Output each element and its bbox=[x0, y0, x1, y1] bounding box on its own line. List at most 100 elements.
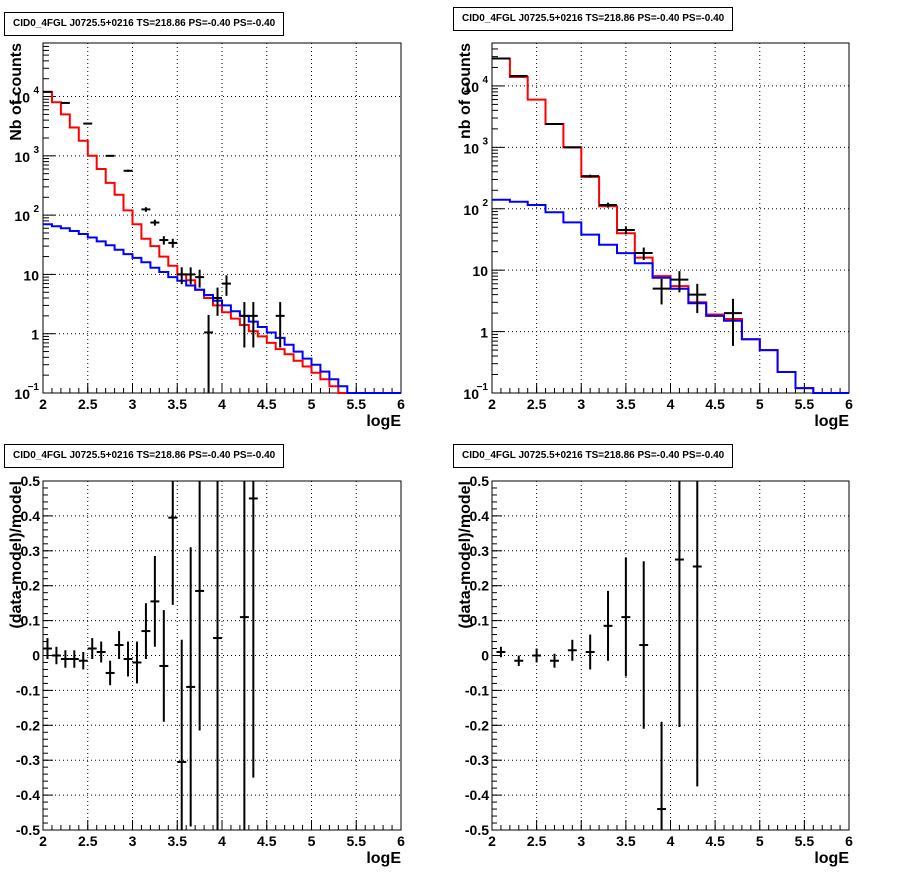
x-axis-label: logE bbox=[814, 413, 849, 430]
data-point bbox=[141, 207, 151, 212]
data-point bbox=[692, 481, 702, 787]
y-tick-label: 0.4 bbox=[470, 508, 490, 524]
data-point bbox=[239, 302, 249, 348]
data-point bbox=[150, 556, 160, 647]
y-tick-label: 0.3 bbox=[470, 543, 490, 559]
y-tick-label: 10 bbox=[463, 386, 479, 402]
panel-title-top-right: CID0_4FGL J0725.5+0216 TS=218.86 PS=-0.4… bbox=[453, 7, 734, 31]
x-tick-label: 3 bbox=[129, 396, 137, 412]
data-point bbox=[168, 238, 178, 248]
data-point bbox=[634, 247, 653, 261]
x-tick-label: 3 bbox=[129, 833, 137, 849]
data-point bbox=[213, 287, 222, 316]
x-tick-label: 5 bbox=[308, 833, 316, 849]
x-tick-label: 2 bbox=[488, 833, 496, 849]
y-tick-label: 0.4 bbox=[21, 508, 41, 524]
data-point bbox=[599, 202, 617, 208]
data-point bbox=[213, 481, 222, 830]
y-tick-exponent: 2 bbox=[482, 198, 488, 209]
data-point bbox=[567, 639, 577, 661]
x-tick-label: 6 bbox=[845, 396, 853, 412]
data-point bbox=[670, 271, 689, 293]
x-tick-label: 2.5 bbox=[527, 833, 547, 849]
x-axis-label: logE bbox=[366, 850, 401, 867]
data-point bbox=[652, 278, 671, 305]
y-tick-label: 1 bbox=[480, 325, 488, 341]
x-tick-label: 3.5 bbox=[168, 396, 188, 412]
model-histogram-red bbox=[492, 57, 849, 394]
data-point bbox=[87, 638, 97, 659]
x-tick-label: 2 bbox=[488, 396, 496, 412]
panel-bottom-right: 2 2.5 3 3.5 4 4.5 5 5.5 6 -0.5 -0.4 -0.3 -0.2 -0.1 0 0.… bbox=[457, 473, 853, 867]
y-tick-label: 10 bbox=[14, 208, 30, 224]
y-axis-label: Nb of counts bbox=[8, 43, 25, 141]
data-point bbox=[563, 146, 582, 149]
x-tick-label: 5.5 bbox=[795, 396, 815, 412]
data-point bbox=[105, 660, 115, 686]
model-histogram-blue bbox=[492, 198, 849, 394]
plot-frame bbox=[42, 480, 402, 831]
data-point bbox=[114, 631, 124, 659]
x-tick-label: 2.5 bbox=[527, 396, 547, 412]
y-tick-label: 1 bbox=[31, 327, 39, 343]
data-point bbox=[123, 169, 133, 172]
data-point bbox=[168, 481, 178, 605]
data-point bbox=[177, 639, 187, 830]
data-point bbox=[60, 101, 70, 104]
y-tick-label: 10 bbox=[463, 140, 479, 156]
data-point bbox=[69, 650, 79, 668]
data-point bbox=[674, 481, 684, 728]
y-tick-label: 10 bbox=[14, 90, 30, 106]
x-tick-label: 5 bbox=[756, 396, 764, 412]
y-tick-exponent: −1 bbox=[28, 382, 40, 393]
y-tick-exponent: 4 bbox=[482, 75, 488, 86]
data-point bbox=[186, 547, 196, 827]
data-point bbox=[603, 590, 613, 661]
data-point bbox=[239, 481, 249, 830]
data-point bbox=[60, 650, 70, 668]
y-tick-label: 0.2 bbox=[21, 578, 41, 594]
x-tick-label: 3.5 bbox=[168, 833, 188, 849]
x-tick-label: 4.5 bbox=[257, 396, 277, 412]
x-tick-label: 4 bbox=[218, 833, 226, 849]
data-point bbox=[514, 655, 524, 666]
data-point bbox=[657, 721, 667, 830]
data-point bbox=[195, 269, 205, 288]
x-tick-label: 3 bbox=[577, 396, 585, 412]
x-tick-label: 6 bbox=[845, 833, 853, 849]
x-tick-label: 5.5 bbox=[347, 833, 367, 849]
data-point bbox=[204, 314, 214, 393]
plot-frame bbox=[491, 42, 850, 394]
y-tick-label: 10 bbox=[14, 149, 30, 165]
panel-title-bottom-left: CID0_4FGL J0725.5+0216 TS=218.86 PS=-0.4… bbox=[4, 444, 285, 468]
data-point bbox=[248, 302, 258, 348]
data-point bbox=[195, 481, 205, 731]
panel-bottom-left: 2 2.5 3 3.5 4 4.5 5 5.5 6 -0.5 -0.4 -0.3 -0.2 -0.1 0 0.… bbox=[8, 473, 405, 867]
y-tick-label: 10 bbox=[463, 202, 479, 218]
data-point bbox=[96, 641, 106, 663]
x-axis-label: logE bbox=[366, 413, 401, 430]
x-tick-label: 3.5 bbox=[616, 833, 636, 849]
panel-title-bottom-right: CID0_4FGL J0725.5+0216 TS=218.86 PS=-0.4… bbox=[453, 444, 734, 468]
x-tick-label: 6 bbox=[397, 396, 405, 412]
data-point bbox=[724, 298, 742, 346]
y-tick-label: 0.2 bbox=[470, 578, 490, 594]
y-tick-label: 0 bbox=[481, 648, 489, 664]
y-tick-exponent: 3 bbox=[33, 145, 39, 156]
x-tick-label: 4 bbox=[667, 396, 675, 412]
plot-frame bbox=[42, 42, 402, 394]
data-point bbox=[581, 174, 600, 178]
y-tick-label: -0.3 bbox=[16, 752, 40, 768]
y-tick-exponent: −1 bbox=[477, 382, 489, 393]
x-tick-label: 2.5 bbox=[78, 396, 98, 412]
x-tick-label: 6 bbox=[397, 833, 405, 849]
x-tick-label: 3.5 bbox=[616, 396, 636, 412]
data-point bbox=[150, 219, 160, 226]
data-point bbox=[550, 653, 559, 668]
plot-frame bbox=[491, 480, 850, 831]
y-tick-label: -0.4 bbox=[16, 787, 40, 803]
x-tick-label: 3 bbox=[577, 833, 585, 849]
x-tick-label: 2 bbox=[39, 396, 47, 412]
